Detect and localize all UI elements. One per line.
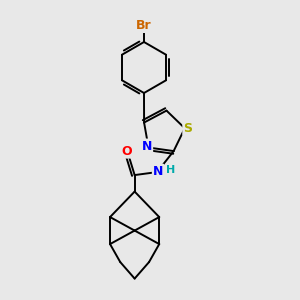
Text: H: H — [166, 165, 175, 175]
Text: Br: Br — [136, 19, 152, 32]
Text: S: S — [183, 122, 192, 135]
Text: O: O — [122, 145, 133, 158]
Text: N: N — [142, 140, 152, 152]
Text: N: N — [153, 165, 163, 178]
